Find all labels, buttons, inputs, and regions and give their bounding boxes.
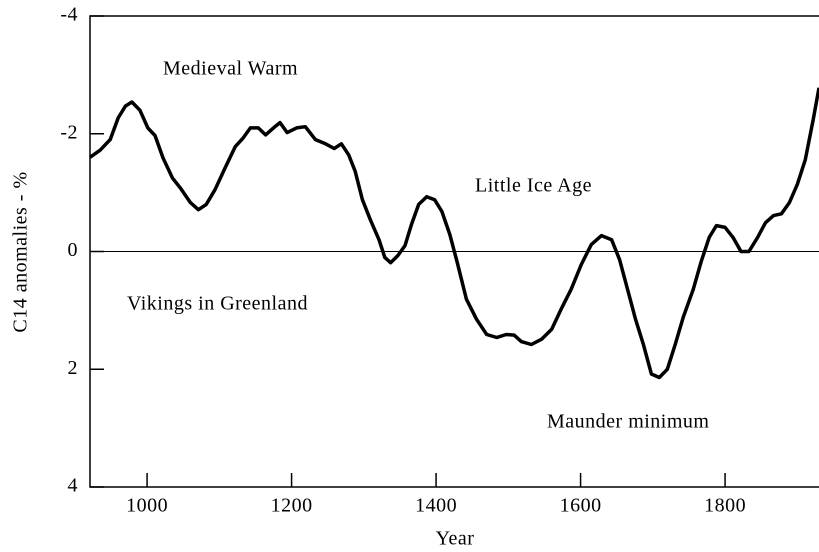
annotation: Maunder minimum xyxy=(547,411,709,433)
x-tick-label: 1000 xyxy=(126,495,168,517)
data-line xyxy=(88,87,819,380)
y-tick-label: 4 xyxy=(68,475,79,497)
y-tick-label: -2 xyxy=(60,121,78,143)
x-tick-label: 1400 xyxy=(415,495,457,517)
annotation: Little Ice Age xyxy=(475,175,592,197)
x-axis-label: Year xyxy=(436,528,475,550)
x-tick-label: 1800 xyxy=(704,495,746,517)
x-tick-label: 1600 xyxy=(560,495,602,517)
y-tick-label: 2 xyxy=(68,357,79,379)
annotation: Vikings in Greenland xyxy=(127,293,308,315)
x-tick-label: 1200 xyxy=(271,495,313,517)
annotation: Medieval Warm xyxy=(163,58,298,80)
y-tick-label: 0 xyxy=(68,239,79,261)
y-axis-label: C14 anomalies - % xyxy=(10,171,32,332)
y-tick-label: -4 xyxy=(60,4,78,26)
